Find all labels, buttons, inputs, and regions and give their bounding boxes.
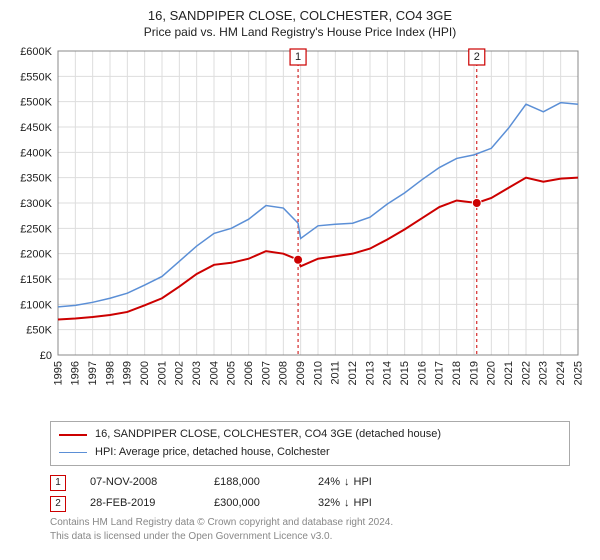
events-table: 1 07-NOV-2008 £188,000 24% ↓ HPI 2 28-FE… xyxy=(50,472,570,514)
event-hpi: 24% ↓ HPI xyxy=(318,472,372,493)
svg-text:2014: 2014 xyxy=(382,361,394,385)
legend-label: 16, SANDPIPER CLOSE, COLCHESTER, CO4 3GE… xyxy=(95,426,441,444)
svg-text:£500K: £500K xyxy=(20,97,52,109)
svg-text:2017: 2017 xyxy=(434,361,446,385)
chart-container: 16, SANDPIPER CLOSE, COLCHESTER, CO4 3GE… xyxy=(0,0,600,560)
svg-text:£150K: £150K xyxy=(20,274,52,286)
svg-text:1: 1 xyxy=(295,51,301,63)
event-price: £188,000 xyxy=(214,472,294,493)
svg-text:2021: 2021 xyxy=(503,361,515,385)
svg-text:2003: 2003 xyxy=(191,361,203,385)
footer-line: This data is licensed under the Open Gov… xyxy=(50,530,570,544)
svg-text:2015: 2015 xyxy=(399,361,411,385)
svg-text:£200K: £200K xyxy=(20,249,52,261)
down-arrow-icon: ↓ xyxy=(344,493,350,514)
event-hpi: 32% ↓ HPI xyxy=(318,493,372,514)
svg-text:2024: 2024 xyxy=(555,361,567,385)
event-pct: 32% xyxy=(318,493,340,514)
svg-text:£350K: £350K xyxy=(20,173,52,185)
svg-text:2005: 2005 xyxy=(226,361,238,385)
event-row: 1 07-NOV-2008 £188,000 24% ↓ HPI xyxy=(50,472,570,493)
svg-text:1995: 1995 xyxy=(52,361,64,385)
svg-text:2023: 2023 xyxy=(538,361,550,385)
svg-text:2007: 2007 xyxy=(260,361,272,385)
event-vs: HPI xyxy=(354,493,372,514)
event-pct: 24% xyxy=(318,472,340,493)
event-date: 07-NOV-2008 xyxy=(90,472,190,493)
svg-text:2000: 2000 xyxy=(139,361,151,385)
svg-text:2: 2 xyxy=(474,51,480,63)
event-date: 28-FEB-2019 xyxy=(90,493,190,514)
svg-text:1999: 1999 xyxy=(122,361,134,385)
svg-text:2010: 2010 xyxy=(312,361,324,385)
svg-text:£250K: £250K xyxy=(20,223,52,235)
svg-text:1996: 1996 xyxy=(70,361,82,385)
event-vs: HPI xyxy=(354,472,372,493)
svg-text:2013: 2013 xyxy=(364,361,376,385)
legend-swatch xyxy=(59,434,87,436)
svg-text:£400K: £400K xyxy=(20,147,52,159)
event-number: 2 xyxy=(55,494,61,513)
svg-text:£600K: £600K xyxy=(20,46,52,58)
event-marker-box: 1 xyxy=(50,475,66,491)
svg-text:1998: 1998 xyxy=(104,361,116,385)
svg-text:2006: 2006 xyxy=(243,361,255,385)
svg-text:2016: 2016 xyxy=(416,361,428,385)
svg-text:2022: 2022 xyxy=(520,361,532,385)
svg-text:2008: 2008 xyxy=(278,361,290,385)
svg-text:2012: 2012 xyxy=(347,361,359,385)
svg-text:1997: 1997 xyxy=(87,361,99,385)
legend-swatch xyxy=(59,452,87,453)
footer-line: Contains HM Land Registry data © Crown c… xyxy=(50,516,570,530)
svg-text:£0: £0 xyxy=(40,350,52,362)
svg-text:£550K: £550K xyxy=(20,71,52,83)
chart-area: £0 £50K £100K £150K £200K £250K £300K £350K £400… xyxy=(10,45,590,415)
legend-item: 16, SANDPIPER CLOSE, COLCHESTER, CO4 3GE… xyxy=(59,426,561,444)
svg-text:£300K: £300K xyxy=(20,198,52,210)
event-number: 1 xyxy=(55,473,61,492)
footer: Contains HM Land Registry data © Crown c… xyxy=(50,516,570,544)
svg-text:2011: 2011 xyxy=(330,361,342,385)
down-arrow-icon: ↓ xyxy=(344,472,350,493)
svg-text:2002: 2002 xyxy=(174,361,186,385)
svg-text:£450K: £450K xyxy=(20,122,52,134)
event-price: £300,000 xyxy=(214,493,294,514)
svg-text:£100K: £100K xyxy=(20,299,52,311)
svg-text:2004: 2004 xyxy=(208,361,220,385)
svg-text:2019: 2019 xyxy=(468,361,480,385)
legend-item: HPI: Average price, detached house, Colc… xyxy=(59,444,561,462)
page-subtitle: Price paid vs. HM Land Registry's House … xyxy=(10,25,590,39)
event-row: 2 28-FEB-2019 £300,000 32% ↓ HPI xyxy=(50,493,570,514)
svg-text:2018: 2018 xyxy=(451,361,463,385)
svg-text:£50K: £50K xyxy=(26,325,52,337)
svg-text:2020: 2020 xyxy=(486,361,498,385)
event-marker-box: 2 xyxy=(50,496,66,512)
svg-text:2009: 2009 xyxy=(295,361,307,385)
legend: 16, SANDPIPER CLOSE, COLCHESTER, CO4 3GE… xyxy=(50,421,570,466)
page-title: 16, SANDPIPER CLOSE, COLCHESTER, CO4 3GE xyxy=(10,8,590,23)
svg-text:2025: 2025 xyxy=(572,361,584,385)
svg-text:2001: 2001 xyxy=(156,361,168,385)
legend-label: HPI: Average price, detached house, Colc… xyxy=(95,444,330,462)
line-chart: £0 £50K £100K £150K £200K £250K £300K £350K £400… xyxy=(10,45,590,415)
